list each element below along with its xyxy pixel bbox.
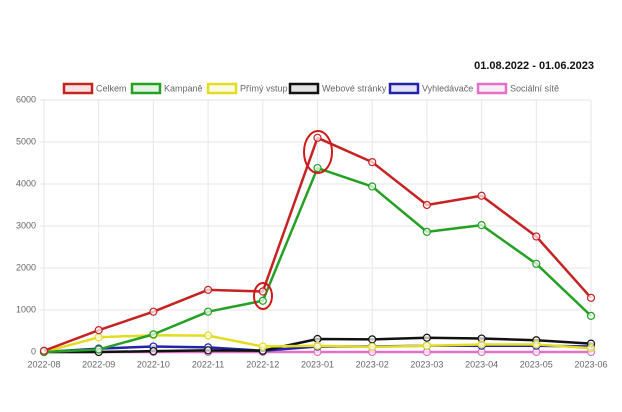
data-point: [94, 326, 103, 335]
data-point: [258, 296, 267, 305]
data-point: [94, 333, 103, 342]
data-point: [368, 335, 377, 344]
legend-swatch: [206, 82, 238, 95]
y-tick-label: 4000: [16, 178, 36, 188]
data-point: [422, 227, 431, 236]
data-point: [422, 333, 431, 342]
highlight-ellipse: [303, 130, 333, 174]
data-point: [313, 163, 322, 173]
data-point: [532, 340, 541, 349]
x-tick-label: 2023-03: [410, 359, 443, 369]
date-range: 01.08.2022 - 01.06.2023: [474, 60, 594, 72]
x-tick-label: 2023-05: [520, 359, 553, 369]
data-point: [149, 347, 158, 356]
legend-label: Vyhledávače: [422, 83, 473, 93]
data-point: [532, 232, 541, 241]
y-tick-label: 2000: [16, 262, 36, 272]
data-point: [204, 331, 213, 340]
data-point: [586, 293, 596, 302]
y-tick-label: 5000: [16, 136, 36, 146]
legend-label: Webové stránky: [322, 83, 387, 93]
legend-swatch: [476, 82, 508, 95]
x-tick-label: 2022-12: [246, 359, 279, 369]
highlight-ellipse: [253, 282, 273, 310]
data-point: [39, 346, 49, 355]
y-tick-label: 1000: [16, 304, 36, 314]
data-point: [368, 342, 377, 352]
legend-label: Celkem: [96, 83, 127, 93]
data-point: [313, 334, 322, 344]
data-point: [477, 221, 486, 230]
x-tick-label: 2022-11: [192, 359, 224, 369]
y-tick-label: 3000: [16, 220, 36, 230]
data-point: [149, 330, 158, 339]
data-point: [94, 345, 103, 354]
data-point: [477, 340, 486, 349]
legend-swatch: [288, 82, 320, 95]
x-tick-label: 2022-08: [27, 359, 60, 369]
data-point: [204, 307, 213, 316]
data-point: [532, 259, 541, 268]
data-point: [368, 158, 377, 167]
x-tick-label: 2023-02: [356, 359, 389, 369]
legend-label: Sociální sítě: [510, 83, 559, 93]
x-tick-label: 2022-09: [82, 359, 115, 369]
data-point: [477, 191, 486, 200]
legend-swatch: [130, 82, 162, 95]
data-point: [149, 307, 158, 316]
data-point: [586, 344, 596, 353]
y-tick-label: 6000: [16, 94, 36, 104]
x-tick-label: 2023-06: [574, 359, 607, 369]
legend-swatch: [388, 82, 420, 95]
legend-label: Přímý vstup: [240, 83, 288, 93]
data-point: [313, 133, 322, 142]
data-point: [313, 341, 322, 350]
x-tick-label: 2023-04: [465, 359, 498, 369]
data-point: [586, 311, 596, 320]
data-point: [204, 285, 213, 294]
data-point: [204, 346, 213, 355]
data-point: [368, 182, 377, 191]
legend-label: Kampaně: [164, 83, 203, 93]
x-tick-label: 2023-01: [301, 359, 334, 369]
data-point: [422, 341, 431, 350]
data-point: [258, 287, 267, 296]
x-tick-label: 2022-10: [137, 359, 170, 369]
data-point: [422, 200, 431, 210]
legend-swatch: [62, 82, 94, 95]
y-tick-label: 0: [31, 346, 36, 356]
data-point: [258, 342, 267, 351]
